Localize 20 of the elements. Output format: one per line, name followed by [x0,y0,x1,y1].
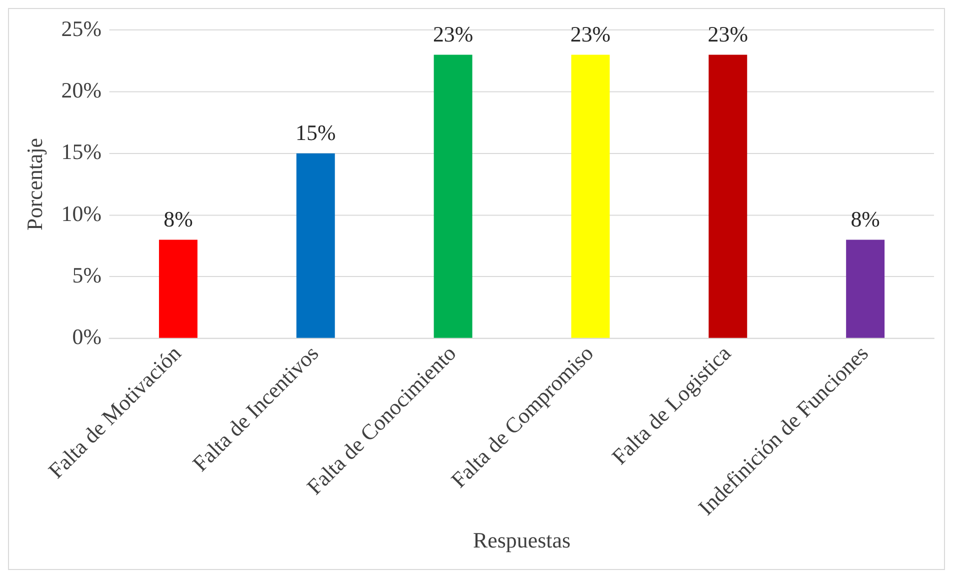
data-label: 23% [432,22,474,47]
bar [708,54,748,338]
data-label: 23% [570,22,611,47]
y-tick-label: 25% [61,16,102,41]
data-label: 8% [850,206,880,232]
y-tick-label: 0% [72,324,102,350]
bar [434,54,472,338]
data-label: 23% [708,22,748,47]
x-axis-title: Respuestas [473,528,571,553]
y-tick-label: 10% [61,200,102,226]
y-axis-title: Porcentaje [22,138,47,230]
bar [296,153,335,338]
bar [571,54,610,338]
y-tick-label: 20% [61,78,102,103]
y-tick-label: 15% [61,139,102,164]
data-label: 15% [296,120,336,146]
bar [846,240,885,338]
y-tick-label: 5% [72,262,102,288]
bar [158,240,198,338]
data-label: 8% [164,206,193,232]
